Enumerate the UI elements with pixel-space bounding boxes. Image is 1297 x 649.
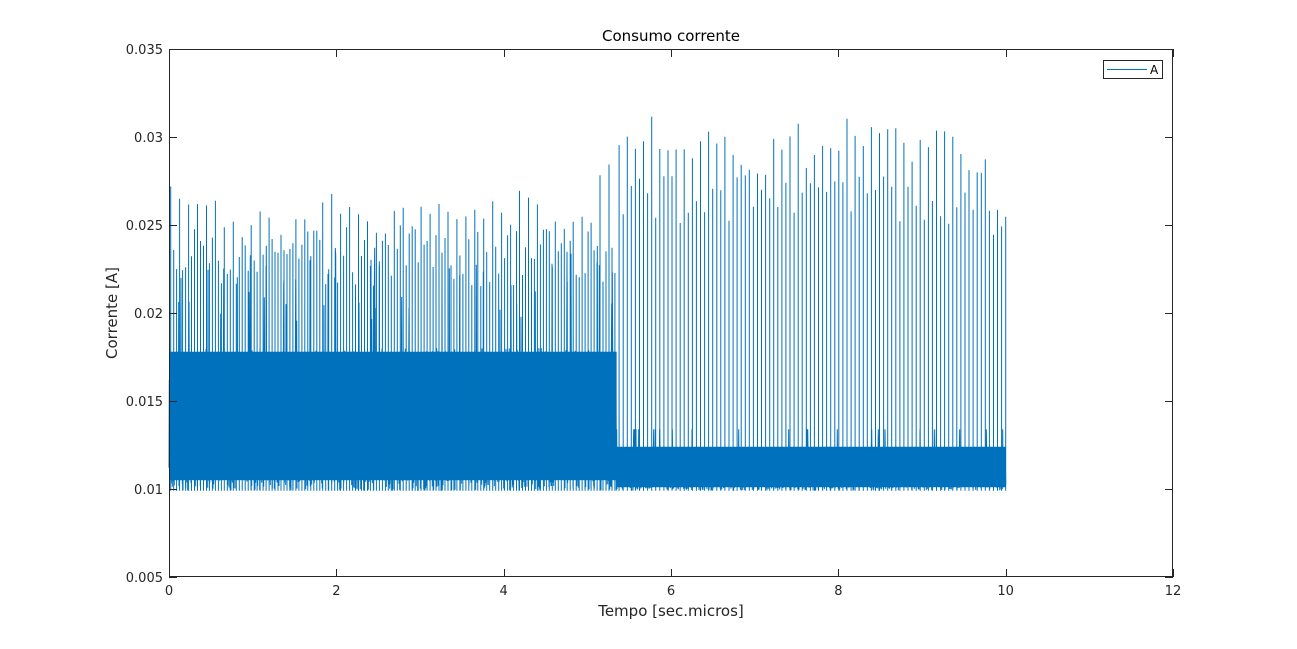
series-A-band-phase-1 (169, 351, 617, 481)
x-axis-ticks: 0 2 4 6 8 10 12 (165, 49, 1181, 599)
x-tick-label: 12 (1165, 584, 1182, 599)
legend-entry-A: A (1150, 63, 1159, 77)
chart-title: Consumo corrente (602, 27, 740, 45)
y-tick-label: 0.015 (126, 395, 163, 410)
x-axis-label: Tempo [sec.micros] (597, 602, 744, 620)
series-A (168, 116, 1007, 491)
series-A-band-phase-2 (616, 446, 1006, 488)
y-axis-label: Corrente [A] (103, 267, 121, 359)
x-tick-label: 4 (500, 584, 508, 599)
y-tick-label: 0.005 (126, 571, 163, 586)
y-tick-label: 0.01 (134, 483, 163, 498)
x-tick-label: 2 (332, 584, 340, 599)
y-tick-label: 0.025 (126, 219, 163, 234)
y-axis-ticks: 0.005 0.01 0.015 0.02 0.025 0.03 0.035 (126, 43, 1173, 586)
x-tick-label: 10 (997, 584, 1014, 599)
y-tick-label: 0.02 (134, 307, 163, 322)
x-tick-label: 0 (165, 584, 173, 599)
y-tick-label: 0.035 (126, 43, 163, 58)
y-tick-label: 0.03 (134, 131, 163, 146)
x-tick-label: 6 (667, 584, 675, 599)
x-tick-label: 8 (834, 584, 842, 599)
legend: A (1103, 60, 1163, 79)
